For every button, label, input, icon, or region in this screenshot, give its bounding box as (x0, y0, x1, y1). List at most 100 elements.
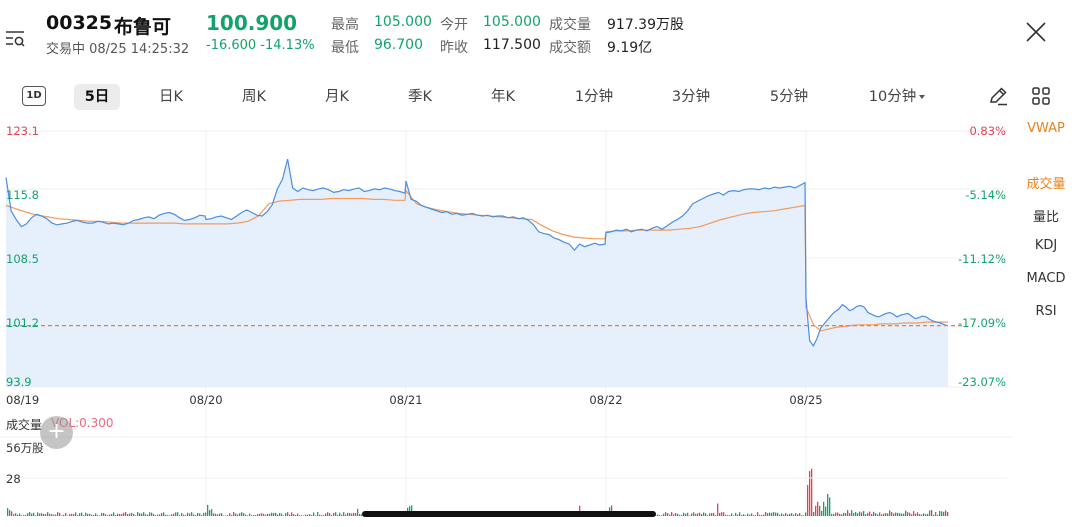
layout-grid-icon[interactable] (1031, 86, 1051, 106)
volume-bar (59, 512, 61, 516)
close-icon[interactable] (1024, 20, 1048, 44)
volume-bar (135, 515, 137, 516)
volume-bar (143, 512, 145, 516)
indicator-volume-ratio[interactable]: 量比 (1032, 210, 1059, 225)
volume-bar (685, 513, 687, 516)
volume-bar (229, 513, 231, 516)
volume-bar (355, 513, 357, 516)
add-indicator-button[interactable]: + (40, 416, 73, 449)
volume-bar (23, 515, 25, 516)
volume-bar (825, 506, 827, 516)
volume-bar (751, 513, 753, 516)
tab-3-min[interactable]: 3分钟 (671, 89, 711, 105)
volume-bar (137, 512, 139, 516)
volume-bar (341, 514, 343, 516)
volume-bar (275, 512, 277, 516)
volume-bar (279, 512, 281, 516)
tab-weekly-k[interactable]: 周K (241, 89, 266, 105)
indicator-macd[interactable]: MACD (1026, 271, 1066, 286)
volume-bar (211, 509, 213, 516)
volume-bar (359, 513, 361, 516)
chevron-down-icon (919, 95, 926, 99)
turnover-value: 9.19亿 (607, 40, 653, 56)
volume-bar (223, 515, 225, 516)
volume-bar (831, 513, 833, 516)
volume-bar (943, 511, 945, 516)
volume-bar (145, 514, 147, 516)
volume-bar (689, 515, 691, 516)
volume-bar (219, 513, 221, 516)
price-chart[interactable]: 123.1 0.83% 115.8 -5.14% 108.5 -11.12% 101.2 -1… (0, 118, 1012, 518)
volume-bar (759, 514, 761, 516)
volume-bar (157, 514, 159, 516)
volume-bar (709, 513, 711, 516)
volume-bar (677, 513, 679, 516)
volume-axis-mid: 28 (6, 472, 21, 486)
volume-bar (721, 512, 723, 516)
volume-bar (897, 512, 899, 516)
volume-bar (121, 514, 123, 516)
volume-bar (763, 514, 765, 516)
stock-code: 00325 (46, 12, 113, 34)
tab-1d[interactable]: 1D (22, 86, 46, 106)
volume-bar (187, 512, 189, 516)
pencil-icon[interactable] (987, 85, 1009, 107)
open-value: 105.000 (483, 14, 541, 30)
volume-bar (309, 514, 311, 516)
volume-bar (817, 501, 819, 516)
volume-bar (665, 512, 667, 516)
tab-1-min[interactable]: 1分钟 (574, 89, 614, 105)
volume-bar (911, 514, 913, 516)
volume-bar (319, 514, 321, 516)
volume-bar (837, 512, 839, 516)
tab-5-min[interactable]: 5分钟 (769, 89, 809, 105)
menu-search-icon[interactable] (4, 22, 26, 50)
volume-bar (293, 514, 295, 516)
volume-bar (71, 513, 73, 516)
volume-bar (725, 514, 727, 516)
indicator-volume[interactable]: 成交量 (1026, 177, 1066, 192)
volume-bar (173, 513, 175, 516)
volume-bar (129, 513, 131, 516)
volume-bar (193, 514, 195, 516)
indicator-vwap[interactable]: VWAP (1027, 121, 1065, 136)
tab-daily-k[interactable]: 日K (158, 89, 183, 105)
volume-bar (111, 513, 113, 516)
tab-10-min-dropdown[interactable]: 10分钟 (862, 84, 932, 110)
volume-bar (19, 513, 21, 516)
volume-bar (841, 514, 843, 516)
high-value: 105.000 (374, 14, 432, 30)
indicator-rsi[interactable]: RSI (1035, 304, 1057, 319)
volume-bar (791, 513, 793, 516)
volume-bar (735, 512, 737, 516)
indicator-kdj[interactable]: KDJ (1034, 238, 1058, 253)
volume-bar (53, 514, 55, 516)
volume-bar (197, 512, 199, 516)
volume-bar (753, 515, 755, 516)
volume-bar (7, 508, 9, 516)
volume-bar (333, 512, 335, 516)
tab-5-day[interactable]: 5日 (74, 84, 120, 110)
volume-bar (281, 513, 283, 516)
volume-bar (827, 493, 829, 516)
tab-yearly-k[interactable]: 年K (490, 89, 515, 105)
volume-bar (247, 515, 249, 516)
trading-status: 交易中 08/25 14:25:32 (46, 42, 190, 57)
volume-bar (43, 513, 45, 516)
date-label: 08/20 (189, 393, 222, 407)
volume-bar (123, 512, 125, 516)
tab-monthly-k[interactable]: 月K (324, 89, 349, 105)
volume-bar (315, 515, 317, 516)
price-tick-label: 101.2 (6, 316, 39, 330)
volume-bar (719, 512, 721, 516)
volume-bar (317, 512, 319, 516)
tab-quarterly-k[interactable]: 季K (407, 89, 432, 105)
volume-bar (829, 497, 831, 516)
volume-axis-max: 56万股 (6, 441, 44, 455)
volume-bar (285, 513, 287, 516)
date-label: 08/21 (389, 393, 422, 407)
volume-value: 917.39万股 (607, 17, 684, 33)
volume-bar (869, 511, 871, 516)
volume-bar (243, 513, 245, 516)
volume-bar (783, 514, 785, 516)
